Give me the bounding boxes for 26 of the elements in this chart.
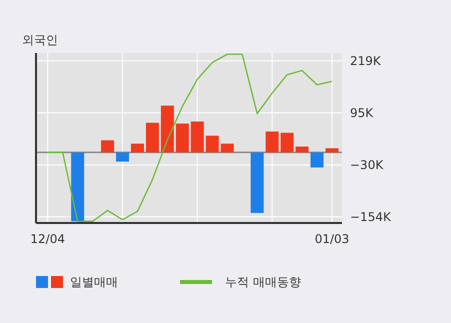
bar	[220, 144, 234, 152]
bar	[250, 152, 264, 213]
bar	[266, 132, 279, 152]
bar	[71, 152, 84, 222]
bar	[310, 152, 324, 168]
chart-title: 외국인	[22, 33, 58, 47]
bar	[146, 122, 159, 152]
bar	[130, 144, 144, 152]
y-tick-label: 219K	[350, 54, 382, 68]
legend-label: 일별매매	[70, 275, 118, 290]
bar	[206, 136, 219, 152]
x-tick-label: 12/04	[30, 232, 65, 246]
bar	[116, 152, 130, 162]
bar	[190, 122, 204, 152]
x-tick-label: 01/03	[314, 232, 350, 246]
bar	[101, 140, 114, 152]
bar	[176, 124, 189, 152]
bar	[280, 132, 294, 152]
y-tick-label: −154K	[350, 210, 392, 224]
bar	[160, 106, 174, 152]
bar	[326, 148, 338, 152]
bar	[296, 146, 309, 152]
line-series	[47, 54, 333, 222]
y-tick-label: 95K	[350, 106, 374, 120]
legend-label: 누적 매매동향	[225, 275, 301, 290]
y-tick-label: −30K	[350, 158, 384, 172]
